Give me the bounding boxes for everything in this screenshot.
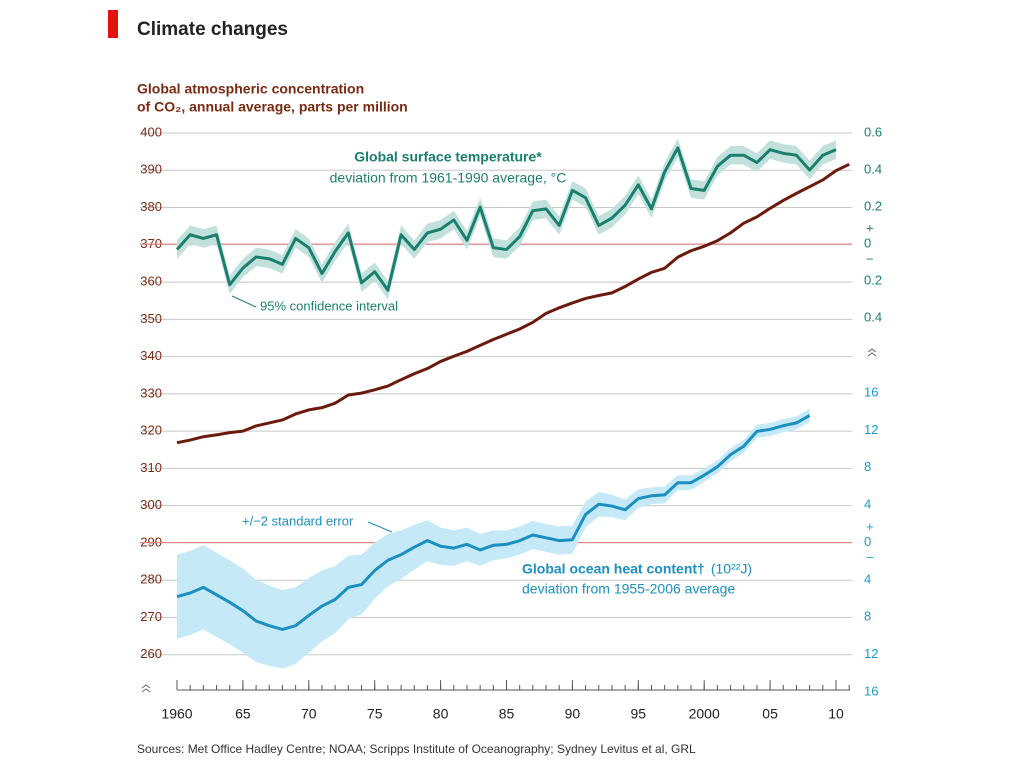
y-tick-label: 310: [140, 460, 162, 475]
y-tick-label: 260: [140, 646, 162, 661]
y2-tick-label: 0.2: [864, 198, 882, 213]
series-label: Global ocean heat content†: [522, 561, 705, 577]
y3-sign: −: [866, 550, 874, 565]
x-tick-label: 10: [828, 706, 844, 722]
y-tick-label: 320: [140, 423, 162, 438]
y-tick-label: 270: [140, 609, 162, 624]
y-tick-label: 400: [140, 124, 162, 139]
band-label: +/−2 standard error: [242, 513, 354, 528]
y3-tick-label: 4: [864, 497, 871, 512]
y-tick-label: 360: [140, 274, 162, 289]
x-tick-label: 90: [565, 706, 581, 722]
series-subtitle: deviation from 1961-1990 average, °C: [330, 170, 567, 186]
y-tick-label: 280: [140, 572, 162, 587]
series-line: [176, 414, 811, 631]
source: Sources: Met Office Hadley Centre; NOAA;…: [137, 742, 696, 756]
y2-tick-label: 0.4: [864, 161, 882, 176]
x-tick-label: 05: [762, 706, 778, 722]
y2-sign: +: [866, 220, 874, 235]
series-label: Global surface temperature*: [354, 149, 542, 165]
x-tick-label: 1960: [161, 706, 192, 722]
y2-sign: −: [866, 251, 874, 266]
axis-break: [867, 348, 877, 357]
y3-tick-label: 8: [864, 459, 871, 474]
x-tick-label: 75: [367, 706, 383, 722]
x-tick-label: 70: [301, 706, 317, 722]
y2-tick-label: 0: [864, 235, 871, 250]
page-title: Climate changes: [137, 19, 288, 40]
y3-tick-label: 8: [864, 609, 871, 624]
y-tick-label: 290: [140, 534, 162, 549]
series-unit: (10²²J): [711, 561, 752, 577]
series-line: [176, 162, 850, 445]
y3-tick-label: 0: [864, 534, 871, 549]
confidence-band: [177, 138, 836, 300]
y2-tick-label: 0.2: [864, 272, 882, 287]
y-tick-label: 380: [140, 199, 162, 214]
series-line: [175, 146, 837, 292]
y3-tick-label: 16: [864, 683, 878, 698]
x-tick-label: 95: [631, 706, 647, 722]
y-tick-label: 340: [140, 348, 162, 363]
leader-line: [367, 521, 393, 533]
x-tick-label: 80: [433, 706, 449, 722]
y-axis-title: Global atmospheric concentration: [137, 81, 364, 97]
series-subtitle: deviation from 1955-2006 average: [522, 581, 735, 597]
y-tick-label: 330: [140, 385, 162, 400]
leader-line: [231, 295, 257, 308]
x-tick-label: 65: [235, 706, 251, 722]
y3-tick-label: 12: [864, 646, 878, 661]
title-bar: [108, 10, 118, 38]
y3-tick-label: 16: [864, 384, 878, 399]
y2-tick-label: 0.6: [864, 124, 882, 139]
axis-break: [141, 684, 151, 693]
y3-tick-label: 4: [864, 571, 871, 586]
band-label: 95% confidence interval: [260, 298, 398, 313]
confidence-band: [177, 408, 810, 669]
y-tick-label: 390: [140, 162, 162, 177]
y-tick-label: 350: [140, 311, 162, 326]
x-tick-label: 85: [499, 706, 515, 722]
y3-sign: +: [866, 519, 874, 534]
y-tick-label: 300: [140, 497, 162, 512]
y-axis-title: of CO₂, annual average, parts per millio…: [137, 99, 408, 115]
y2-tick-label: 0.4: [864, 309, 882, 324]
x-tick-label: 2000: [689, 706, 720, 722]
y3-tick-label: 12: [864, 422, 878, 437]
